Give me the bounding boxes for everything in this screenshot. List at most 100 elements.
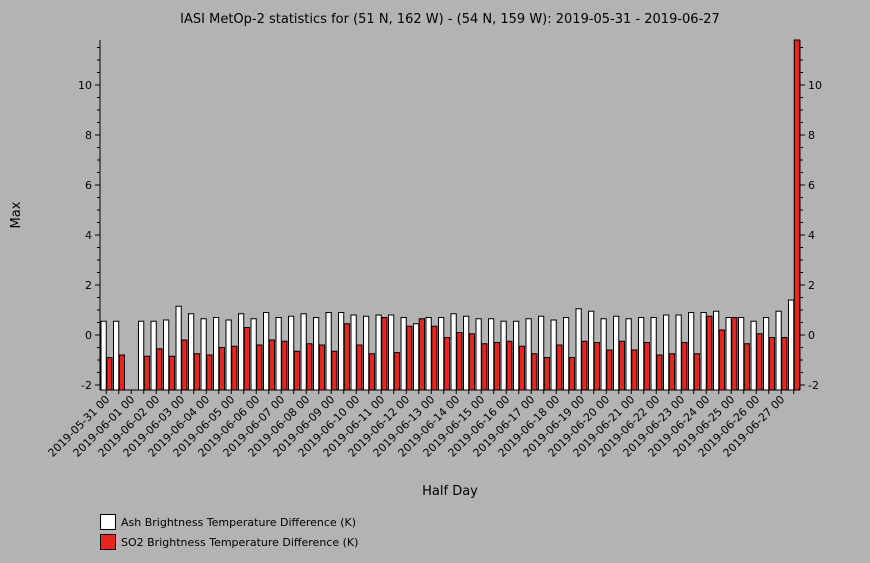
ash-bar (338, 312, 345, 391)
ash-bar (375, 314, 382, 391)
ash-bar (575, 308, 582, 391)
ash-bar (625, 318, 632, 391)
so2-bar (306, 343, 313, 391)
so2-bar (218, 347, 225, 391)
y-tick-label: 6 (85, 179, 92, 192)
ash-bar (563, 317, 570, 391)
ash-bar (288, 315, 295, 391)
legend-label-ash: Ash Brightness Temperature Difference (K… (121, 515, 356, 529)
ash-bar (713, 310, 720, 391)
so2-bar (481, 343, 488, 391)
so2-bar (343, 323, 350, 391)
so2-bar (356, 344, 363, 391)
legend-item-ash: Ash Brightness Temperature Difference (K… (100, 512, 358, 532)
so2-bar (431, 325, 438, 391)
so2-bar (231, 345, 238, 391)
so2-bar (156, 348, 163, 391)
ash-bar (400, 317, 407, 391)
ash-bar (700, 312, 707, 391)
so2-bar (256, 344, 263, 391)
so2-bar (618, 340, 625, 391)
chart-title: IASI MetOp-2 statistics for (51 N, 162 W… (180, 12, 720, 27)
y-tick-label-right: 2 (808, 279, 815, 292)
so2-bar (593, 342, 600, 391)
ash-bar (550, 319, 557, 391)
y-tick-label: 4 (85, 229, 92, 242)
ash-bar (513, 320, 520, 391)
y-tick-label-right: 0 (808, 329, 815, 342)
ash-bar (500, 320, 507, 391)
ash-bar (100, 320, 107, 391)
ash-bar (363, 315, 370, 391)
y-tick-label: 0 (85, 329, 92, 342)
y-tick-label-right: 6 (808, 179, 815, 192)
y-tick-label: 8 (85, 129, 92, 142)
so2-bar (531, 353, 538, 391)
y-tick-label: 10 (78, 79, 92, 92)
ash-bar (475, 318, 482, 391)
ash-bar (138, 320, 145, 391)
so2-bar (243, 327, 250, 391)
so2-bar (268, 339, 275, 391)
so2-bar (181, 339, 188, 391)
so2-bar (418, 318, 425, 391)
so2-bar (706, 315, 713, 391)
ash-bar (663, 314, 670, 391)
ash-bar (638, 317, 645, 391)
ash-bar (238, 313, 245, 391)
legend-item-so2: SO2 Brightness Temperature Difference (K… (100, 532, 358, 552)
so2-bar (556, 344, 563, 391)
so2-bar (168, 355, 175, 391)
legend-swatch-ash (100, 514, 116, 530)
ash-bar (450, 313, 457, 391)
legend: Ash Brightness Temperature Difference (K… (100, 512, 358, 552)
ash-bar (538, 315, 545, 391)
so2-bar (731, 317, 738, 391)
ash-bar (350, 314, 357, 391)
so2-bar (118, 354, 125, 391)
so2-bar (206, 354, 213, 391)
x-axis-label: Half Day (422, 484, 478, 499)
ash-bar (113, 320, 120, 391)
so2-bar (381, 317, 388, 391)
ash-bar (275, 317, 282, 391)
ash-bar (463, 315, 470, 391)
ash-bar (675, 314, 682, 391)
so2-bar (106, 357, 113, 391)
so2-bar (393, 352, 400, 391)
so2-bar (668, 353, 675, 391)
so2-bar (331, 350, 338, 391)
ash-bar (250, 318, 257, 391)
ash-bar (738, 317, 745, 391)
so2-bar (318, 344, 325, 391)
so2-bar (143, 355, 150, 391)
ash-bar (213, 317, 220, 391)
so2-bar (506, 340, 513, 391)
so2-bar (606, 349, 613, 391)
y-tick-label-right: 10 (808, 79, 822, 92)
ash-bar (200, 318, 207, 391)
so2-bar (681, 342, 688, 391)
ash-bar (600, 318, 607, 391)
so2-bar (281, 340, 288, 391)
ash-bar (613, 315, 620, 391)
ash-bar (413, 323, 420, 391)
so2-bar (656, 354, 663, 391)
so2-bar (468, 333, 475, 391)
ash-bar (650, 317, 657, 391)
ash-bar (175, 305, 182, 391)
y-axis-label: Max (9, 201, 24, 228)
y-tick-label: -2 (81, 379, 92, 392)
so2-bar (456, 332, 463, 391)
so2-bar (293, 350, 300, 391)
legend-label-so2: SO2 Brightness Temperature Difference (K… (121, 535, 359, 549)
so2-bar (643, 342, 650, 391)
ash-bar (775, 310, 782, 391)
ash-bar (588, 310, 595, 391)
so2-bar (368, 353, 375, 391)
so2-bar (406, 325, 413, 391)
ash-bar (725, 317, 732, 391)
so2-bar (743, 343, 750, 391)
